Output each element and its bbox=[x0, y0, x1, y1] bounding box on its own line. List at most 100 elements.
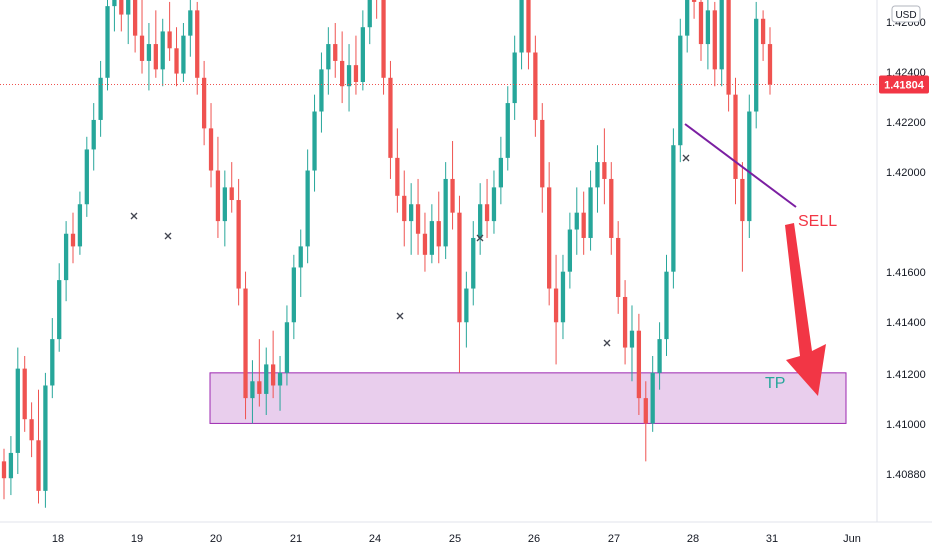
trendline[interactable] bbox=[684, 123, 797, 208]
candle-body bbox=[678, 35, 683, 146]
candle-body bbox=[478, 204, 483, 238]
candle-body bbox=[464, 288, 469, 323]
candle-body bbox=[57, 280, 62, 340]
candle-body bbox=[236, 200, 241, 289]
candle-body bbox=[43, 385, 48, 491]
candle-body bbox=[119, 0, 124, 15]
candle-body bbox=[340, 60, 345, 87]
candle-body bbox=[567, 229, 573, 272]
last-price-label: 1.41804 bbox=[884, 80, 925, 92]
candle-body bbox=[367, 0, 372, 28]
x-marker bbox=[164, 232, 172, 240]
candle-body bbox=[360, 27, 365, 83]
candle-body bbox=[167, 31, 172, 49]
candle-body bbox=[277, 372, 283, 386]
price-tick-label: 1.42200 bbox=[886, 117, 926, 129]
candle-body bbox=[333, 44, 338, 61]
candle-body bbox=[270, 364, 276, 386]
candle-body bbox=[215, 170, 221, 222]
candle-body bbox=[146, 44, 152, 61]
x-marker bbox=[603, 339, 611, 347]
candle-body bbox=[91, 119, 96, 150]
candle-body bbox=[1, 461, 7, 479]
candle-body bbox=[712, 10, 717, 70]
candle-body bbox=[201, 77, 207, 129]
candle-body bbox=[250, 381, 255, 399]
price-tick-label: 1.41600 bbox=[886, 267, 926, 279]
candle-body bbox=[188, 10, 193, 36]
candle-body bbox=[740, 178, 745, 222]
candle-body bbox=[305, 170, 310, 247]
support-zone[interactable] bbox=[209, 372, 847, 424]
candle-body bbox=[195, 10, 200, 78]
candle-body bbox=[415, 204, 421, 234]
candle-body bbox=[222, 187, 227, 222]
time-tick-label: Jun bbox=[843, 533, 861, 545]
candle-body bbox=[257, 381, 262, 394]
candle-body bbox=[595, 162, 600, 188]
price-tick-label: 1.41000 bbox=[886, 419, 926, 431]
candle-body bbox=[70, 233, 76, 247]
candle-body bbox=[519, 0, 524, 53]
x-marker bbox=[130, 212, 138, 220]
candle-body bbox=[450, 178, 455, 213]
candle-body bbox=[36, 440, 41, 491]
candle-body bbox=[650, 372, 655, 424]
candle-body bbox=[77, 204, 83, 247]
candle-body bbox=[312, 111, 317, 171]
candle-body bbox=[719, 0, 724, 70]
candle-body bbox=[409, 204, 414, 222]
x-marker bbox=[682, 154, 690, 162]
candle-body bbox=[733, 94, 738, 179]
candle-body bbox=[726, 0, 731, 95]
candle-body bbox=[174, 48, 179, 74]
tp-label: TP bbox=[765, 375, 785, 392]
time-tick-label: 20 bbox=[210, 533, 222, 545]
candle-body bbox=[284, 322, 290, 373]
candle-body bbox=[767, 44, 773, 85]
candle-body bbox=[422, 233, 428, 255]
candle-body bbox=[388, 77, 393, 158]
price-tick-label: 1.41200 bbox=[886, 369, 926, 381]
candle-body bbox=[8, 452, 14, 479]
candle-body bbox=[436, 221, 441, 247]
x-marker-stroke bbox=[476, 234, 484, 242]
candle-body bbox=[132, 0, 138, 36]
currency-badge[interactable] bbox=[891, 5, 921, 23]
candle-body bbox=[760, 18, 766, 45]
time-tick-label: 31 bbox=[766, 533, 778, 545]
candle-body bbox=[326, 44, 331, 70]
candle-body bbox=[243, 288, 248, 399]
candle-body bbox=[574, 212, 579, 230]
candle-body bbox=[512, 52, 517, 104]
x-marker-stroke bbox=[164, 232, 172, 240]
candle-body bbox=[581, 212, 586, 238]
candle-body bbox=[705, 10, 711, 45]
price-tick-label: 1.42000 bbox=[886, 167, 926, 179]
time-tick-label: 24 bbox=[369, 533, 381, 545]
candle-body bbox=[664, 271, 669, 340]
candle-body bbox=[298, 246, 303, 268]
price-tick-label: 1.41400 bbox=[886, 317, 926, 329]
x-marker-stroke bbox=[396, 312, 404, 320]
candle-body bbox=[622, 296, 628, 348]
candle-body bbox=[471, 237, 476, 289]
candle-body bbox=[671, 145, 676, 272]
candle-body bbox=[629, 330, 635, 348]
candle-body bbox=[616, 237, 621, 297]
candle-body bbox=[264, 364, 269, 394]
candle-body bbox=[139, 35, 145, 61]
x-marker bbox=[476, 234, 484, 242]
candle-body bbox=[588, 187, 593, 238]
sell-arrow[interactable] bbox=[785, 223, 826, 396]
time-tick-label: 18 bbox=[52, 533, 64, 545]
candle-body bbox=[609, 178, 614, 238]
x-marker bbox=[396, 312, 404, 320]
price-tick-label: 1.40880 bbox=[886, 469, 926, 481]
candle-body bbox=[685, 0, 690, 36]
candle-body bbox=[395, 157, 400, 196]
candle-body bbox=[126, 0, 131, 15]
time-tick-label: 25 bbox=[449, 533, 461, 545]
